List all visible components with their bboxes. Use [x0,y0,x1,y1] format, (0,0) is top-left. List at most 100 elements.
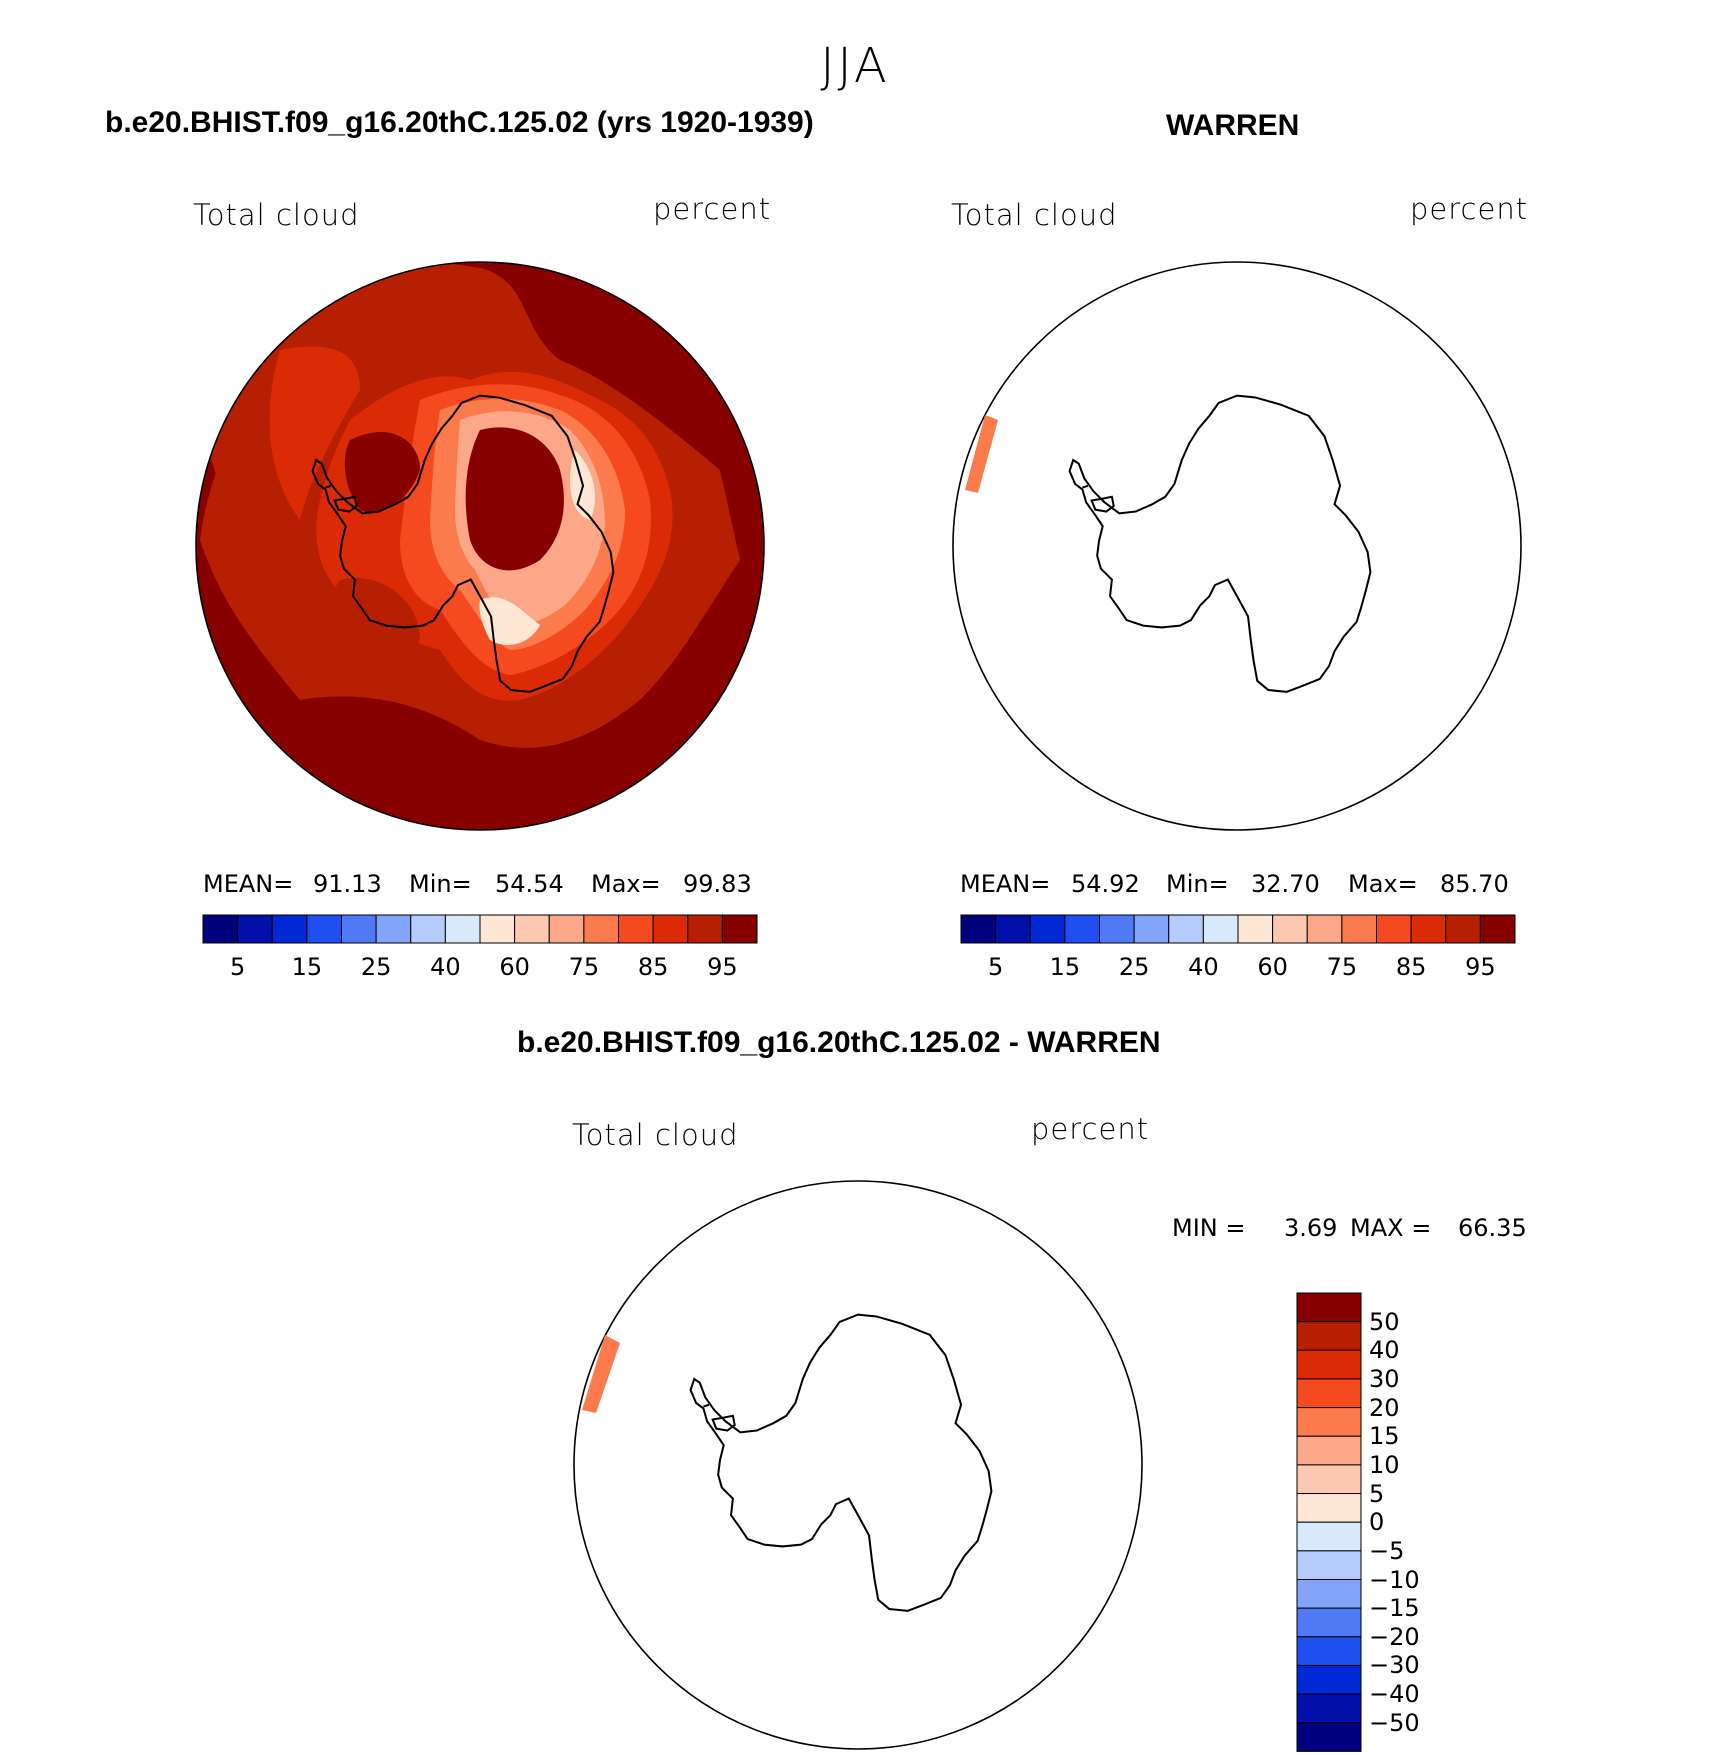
panel3-colorbar-tick-label: −30 [1369,1651,1420,1680]
panel1-colorbar-box [583,914,619,944]
panel1-colorbar-box [479,914,516,944]
panel2-min-value: 32.70 [1251,870,1320,898]
panel1-colorbar-box [202,914,239,944]
panel2-mean-value: 54.92 [1071,870,1140,898]
panel3-colorbar [1296,1292,1362,1752]
panel2-colorbar [960,914,1516,944]
panel3-colorbar-box [1296,1550,1362,1580]
panel2-units: percent [1410,192,1529,226]
panel1-mean-value: 91.13 [313,870,382,898]
panel2-map [952,261,1522,831]
panel1-colorbar-tick-label: 95 [707,953,738,981]
panel3-colorbar-box [1296,1521,1362,1552]
panel1-colorbar-tick-label: 5 [229,953,246,981]
panel3-colorbar-tick-label: −20 [1369,1622,1420,1651]
panel3-colorbar-box [1296,1378,1362,1409]
panel1-colorbar-box [306,914,342,944]
panel1-colorbar-tick-label: 85 [637,953,669,981]
panel2-colorbar-box [995,914,1031,944]
panel2-observed-strip [965,415,998,493]
panel3-colorbar-tick-label: 0 [1369,1508,1385,1537]
panel3-variable: Total cloud [572,1118,739,1152]
panel1-colorbar-tick-label: 60 [499,953,530,981]
panel3-colorbar-box [1296,1464,1362,1495]
panel1-min-label: Min= [409,870,472,898]
panel3-max-label: MAX = [1350,1214,1432,1242]
panel1-cloud-field [196,262,740,748]
panel2-colorbar-tick-label: 15 [1049,953,1081,981]
panel1-colorbar [202,914,758,944]
panel2-map-boundary [952,261,1522,831]
panel3-colorbar-tick-label: −50 [1369,1708,1420,1737]
panel3-map [573,1180,1143,1750]
panel2-colorbar-box [1029,914,1066,944]
panel1-min-value: 54.54 [495,870,564,898]
panel1-title: b.e20.BHIST.f09_g16.20thC.125.02 (yrs 19… [105,106,814,139]
panel1-colorbar-box [271,914,308,944]
panel1-max-value: 99.83 [683,870,752,898]
panel3-colorbar-tick-label: −5 [1369,1536,1405,1565]
panel1-units: percent [653,192,772,226]
panel2-colorbar-box [960,914,997,944]
panel3-colorbar-tick-label: 30 [1369,1364,1400,1393]
panel3-units: percent [1031,1112,1150,1146]
panel3-colorbar-box [1296,1349,1362,1380]
panel2-colorbar-box [1445,914,1481,944]
panel1-map [195,261,765,831]
panel1-colorbar-box [341,914,377,944]
panel3-colorbar-tick-label: 40 [1369,1336,1400,1365]
panel2-colorbar-tick-label: 40 [1188,953,1219,981]
panel2-colorbar-box [1133,914,1170,944]
panel2-colorbar-box [1168,914,1204,944]
panel1-colorbar-box [375,914,412,944]
panel3-colorbar-box [1296,1664,1362,1695]
panel1-colorbar-tick-label: 25 [360,953,392,981]
panel1-colorbar-box [721,914,758,944]
panel2-colorbar-tick-label: 60 [1257,953,1288,981]
panel3-min-value: 3.69 [1284,1214,1338,1242]
panel1-colorbar-box [618,914,654,944]
panel2-min-label: Min= [1166,870,1229,898]
panel1-colorbar-tick-label: 15 [291,953,323,981]
panel2-colorbar-tick-label: 25 [1118,953,1150,981]
panel3-colorbar-tick-label: 20 [1369,1393,1400,1422]
panel3-colorbar-box [1296,1493,1362,1523]
panel2-colorbar-tick-label: 5 [987,953,1004,981]
panel3-colorbar-tick-label: 50 [1369,1307,1400,1336]
panel3-colorbar-tick-label: 10 [1369,1450,1400,1479]
panel2-mean-label: MEAN= [960,870,1051,898]
panel1-map-boundary [195,261,765,831]
panel2-colorbar-box [1202,914,1239,944]
panel2-colorbar-tick-label: 75 [1326,953,1358,981]
panel3-colorbar-box [1296,1292,1362,1323]
panel2-colorbar-box [1064,914,1100,944]
panel1-colorbar-box [687,914,723,944]
panel2-colorbar-box [1376,914,1412,944]
panel2-colorbar-box [1099,914,1135,944]
panel2-title: WARREN [1166,109,1300,142]
panel3-colorbar-tick-label: −15 [1369,1594,1420,1623]
panel1-mean-label: MEAN= [203,870,294,898]
panel3-colorbar-box [1296,1579,1362,1609]
panel3-title: b.e20.BHIST.f09_g16.20thC.125.02 - WARRE… [517,1026,1161,1059]
panel1-colorbar-tick-label: 40 [430,953,461,981]
panel3-colorbar-tick-label: 5 [1369,1479,1385,1508]
panel2-colorbar-tick-label: 95 [1465,953,1496,981]
panel2-colorbar-box [1410,914,1447,944]
panel1-colorbar-box [237,914,273,944]
panel2-colorbar-tick-label: 85 [1395,953,1427,981]
panel1-max-label: Max= [591,870,661,898]
panel3-colorbar-box [1296,1722,1362,1752]
panel1-colorbar-box [410,914,446,944]
panel1-colorbar-tick-label: 75 [568,953,600,981]
panel1-colorbar-box [548,914,585,944]
panel3-colorbar-box [1296,1321,1362,1351]
panel2-variable: Total cloud [951,198,1118,232]
panel3-colorbar-tick-label: −10 [1369,1565,1420,1594]
panel3-colorbar-tick-label: 15 [1369,1422,1400,1451]
panel3-colorbar-box [1296,1693,1362,1724]
figure-title: JJA [820,38,890,94]
panel2-colorbar-box [1272,914,1308,944]
panel3-colorbar-box [1296,1407,1362,1437]
panel2-colorbar-box [1341,914,1377,944]
